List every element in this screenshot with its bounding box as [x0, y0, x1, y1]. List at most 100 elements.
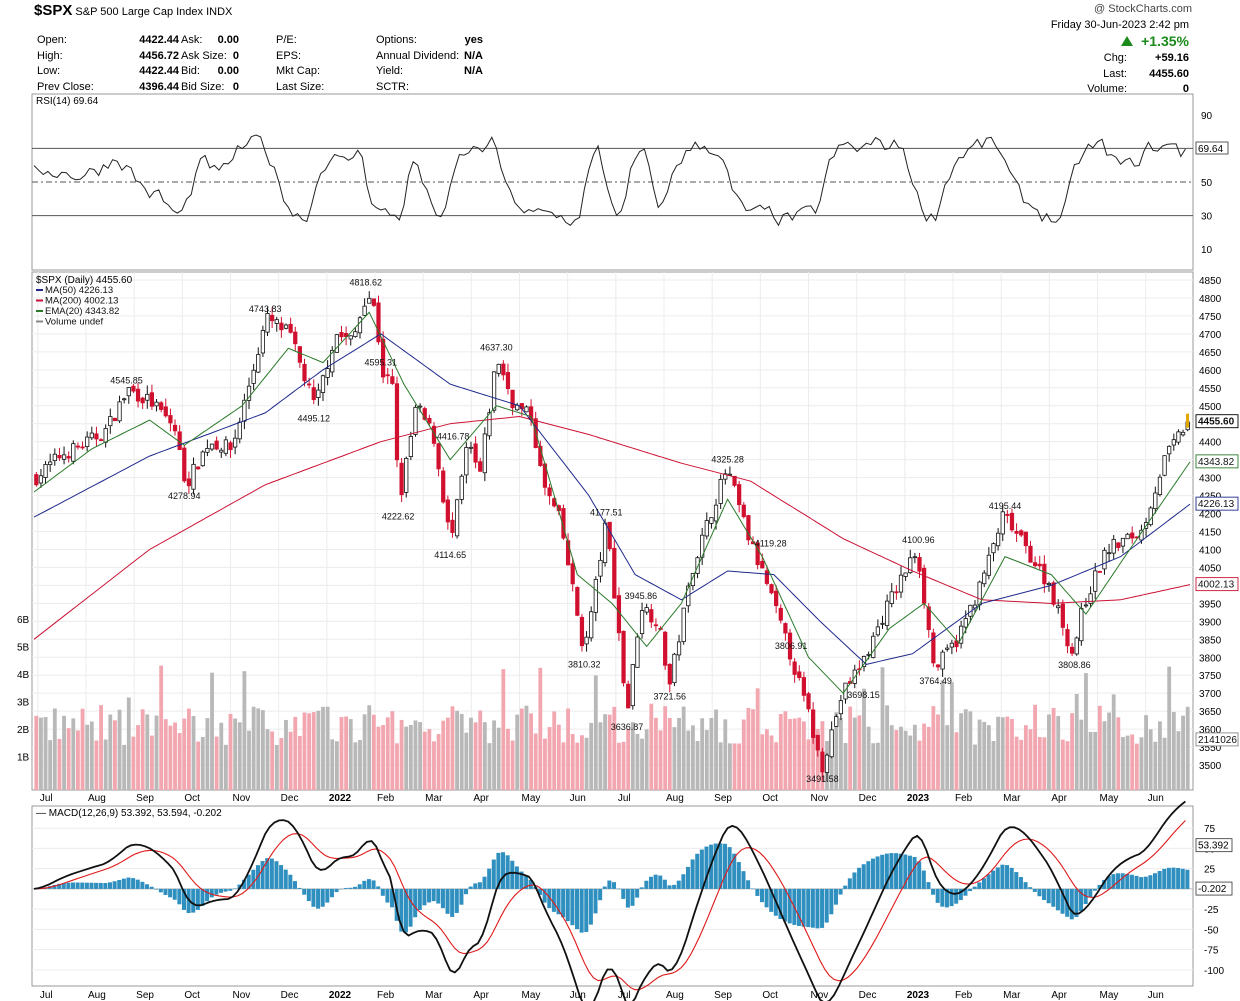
candle: [71, 443, 76, 462]
volume-bar: [593, 675, 598, 790]
macd-histogram-bar: [177, 888, 182, 905]
candle: [875, 626, 880, 636]
volume-bar: [316, 710, 321, 790]
candle: [311, 387, 316, 401]
quote-label: Prev Close:: [37, 80, 94, 93]
volume-bar: [996, 716, 1001, 790]
candle: [663, 631, 668, 666]
macd-histogram-bar: [556, 888, 561, 915]
candle: [417, 405, 423, 408]
candle: [98, 439, 104, 442]
price-annotation: 3491.58: [806, 774, 839, 784]
volume-bar: [922, 723, 927, 790]
copyright[interactable]: @ StockCharts.com: [1094, 3, 1192, 15]
volume-bar: [353, 742, 358, 790]
x-axis-label: Oct: [762, 990, 778, 1001]
candle: [1042, 563, 1047, 585]
candle: [723, 473, 728, 480]
x-axis-label: May: [1100, 793, 1119, 804]
price-annotation: 4495.12: [297, 414, 330, 424]
macd-histogram-bar: [635, 888, 640, 898]
candle: [237, 421, 242, 440]
candle: [223, 439, 229, 454]
volume-bar: [52, 708, 57, 790]
volume-bar: [233, 718, 238, 790]
volume-bar: [778, 714, 783, 790]
quote-value: 0.00: [217, 34, 239, 46]
macd-histogram-bar: [796, 888, 801, 926]
candle: [903, 572, 908, 577]
volume-bar: [1153, 741, 1158, 790]
volume-bar: [1042, 737, 1047, 790]
candle: [995, 532, 1001, 547]
volume-bar: [136, 725, 140, 790]
macd-histogram-bar: [505, 855, 510, 889]
candle: [131, 385, 136, 392]
price-tick-label: 4600: [1199, 366, 1222, 377]
macd-histogram-bar: [431, 888, 436, 902]
candle: [681, 607, 686, 643]
price-candles: [34, 291, 1190, 782]
candle: [524, 406, 529, 413]
macd-histogram-bar: [80, 882, 85, 889]
macd-histogram-bar: [218, 888, 223, 893]
macd-histogram-bar: [1148, 875, 1153, 889]
macd-histogram-bar: [1139, 877, 1144, 889]
macd-histogram-bar: [820, 888, 825, 928]
volume-bar: [297, 736, 302, 790]
macd-histogram-bar: [348, 887, 353, 889]
volume-bar: [1125, 735, 1130, 790]
macd-histogram-bar: [944, 888, 949, 908]
candle: [718, 478, 723, 504]
macd-histogram-bar: [186, 888, 191, 914]
candle: [43, 463, 48, 478]
candle: [1176, 431, 1181, 443]
volume-bar: [621, 741, 626, 790]
volume-bar: [838, 718, 843, 790]
volume-bar: [1019, 739, 1024, 790]
volume-bar: [200, 736, 205, 790]
volume-bar: [543, 738, 547, 790]
price-panel: 4545.85 4278.94 4743.83 4495.12 4818.62 4595.…: [17, 271, 1239, 804]
candle: [1120, 537, 1126, 547]
macd-histogram-bar: [98, 882, 103, 889]
candle: [1009, 512, 1015, 531]
macd-histogram-bar: [1162, 868, 1167, 889]
price-tick-label: 4500: [1199, 402, 1222, 413]
candle: [871, 635, 876, 658]
macd-histogram-bar: [1185, 869, 1190, 889]
candle: [991, 543, 996, 554]
volume-bar: [575, 742, 580, 790]
candle: [889, 591, 894, 605]
macd-histogram-bar: [778, 888, 783, 919]
candle: [746, 515, 751, 541]
macd-histogram-bar: [570, 888, 575, 926]
macd-value-box: [1195, 881, 1233, 896]
volume-bar: [1102, 721, 1107, 790]
candle: [1111, 538, 1116, 554]
macd-histogram-bar: [1106, 876, 1111, 889]
macd-histogram-bar: [685, 866, 691, 889]
macd-histogram-bar: [279, 865, 284, 889]
macd-histogram-bar: [833, 888, 838, 905]
macd-histogram-bar: [884, 853, 889, 889]
macd-histogram-bar: [61, 883, 66, 889]
candle: [945, 647, 950, 650]
macd-histogram-bar: [894, 853, 899, 889]
volume-bar: [991, 740, 996, 790]
volume-bar: [122, 744, 127, 790]
x-axis-label: Aug: [88, 793, 106, 804]
volume-bar: [131, 736, 136, 790]
exchange: INDX: [206, 6, 233, 18]
rsi-tick-label: 50: [1201, 178, 1213, 189]
volume-bar: [265, 729, 270, 790]
x-axis-label: Apr: [473, 793, 489, 804]
macd-histogram-bar: [783, 888, 788, 922]
macd-histogram-bar: [713, 843, 718, 889]
candle: [912, 556, 917, 559]
price-tick-label: 3700: [1199, 689, 1222, 700]
macd-histogram-bar: [1028, 887, 1033, 889]
candle: [163, 406, 168, 417]
candle: [219, 449, 224, 453]
volume-bar: [390, 711, 395, 790]
